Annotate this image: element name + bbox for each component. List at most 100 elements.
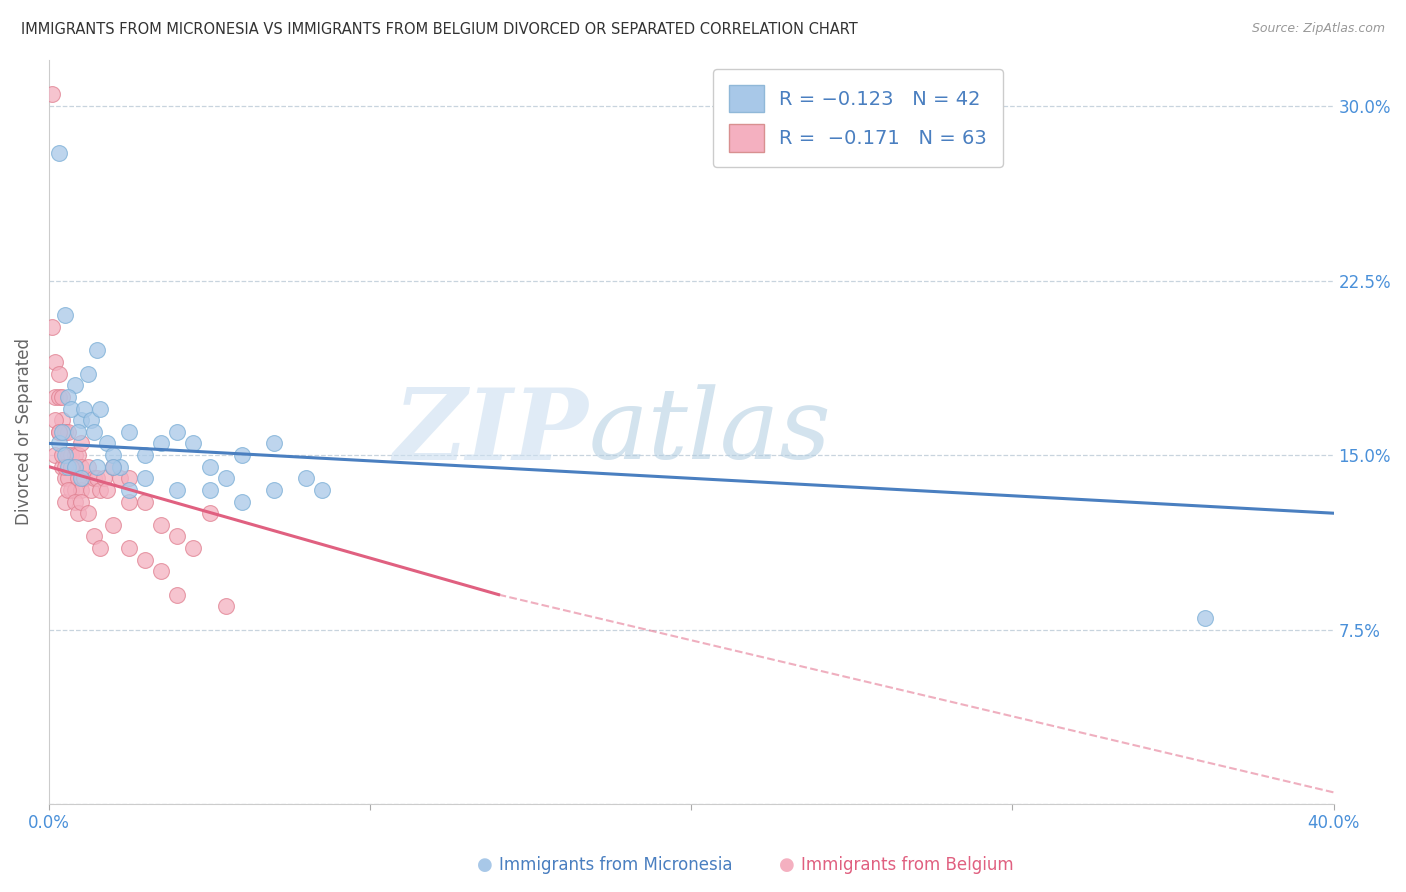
Legend: R = −0.123   N = 42, R =  −0.171   N = 63: R = −0.123 N = 42, R = −0.171 N = 63 [713,70,1002,167]
Point [53,448,76,462]
Point [214,599,236,614]
Point [83,471,105,485]
Point [51,390,73,404]
Point [58,483,80,497]
Point [60,401,83,416]
Point [53,425,76,439]
Point [86,343,108,358]
Point [86,459,108,474]
Point [83,425,105,439]
Point [166,588,188,602]
Point [60,459,83,474]
Point [70,459,93,474]
Point [86,471,108,485]
Text: Immigrants from Micronesia: Immigrants from Micronesia [499,856,733,874]
Point [134,494,156,508]
Point [41,87,63,102]
Point [231,494,253,508]
Point [96,483,118,497]
Point [70,471,93,485]
Point [166,425,188,439]
Point [118,471,141,485]
Point [134,553,156,567]
Point [48,367,70,381]
Point [134,448,156,462]
Point [60,483,83,497]
Point [58,390,80,404]
Point [48,425,70,439]
Point [150,517,173,532]
Point [60,459,83,474]
Point [73,471,96,485]
Point [70,436,93,450]
Point [103,459,125,474]
Point [58,471,80,485]
Text: ●: ● [779,856,796,874]
Point [66,506,89,520]
Point [58,425,80,439]
Point [63,459,86,474]
Point [83,529,105,543]
Point [44,413,66,427]
Point [63,483,86,497]
Y-axis label: Divorced or Separated: Divorced or Separated [15,338,32,525]
Point [44,390,66,404]
Point [70,494,93,508]
Text: atlas: atlas [589,384,831,479]
Point [48,425,70,439]
Point [198,483,221,497]
Point [66,425,89,439]
Point [51,425,73,439]
Point [63,448,86,462]
Point [76,367,98,381]
Point [76,506,98,520]
Point [263,436,285,450]
Point [44,355,66,369]
Point [63,459,86,474]
Point [166,529,188,543]
Point [70,483,93,497]
Point [118,494,141,508]
Point [58,459,80,474]
Point [53,494,76,508]
Point [150,436,173,450]
Point [183,436,205,450]
Point [76,459,98,474]
Point [231,448,253,462]
Point [198,459,221,474]
Point [103,448,125,462]
Point [183,541,205,555]
Text: Immigrants from Belgium: Immigrants from Belgium [801,856,1014,874]
Point [48,145,70,160]
Point [51,459,73,474]
Text: ZIP: ZIP [394,384,589,480]
Point [311,483,333,497]
Point [53,471,76,485]
Point [80,483,103,497]
Point [53,459,76,474]
Point [263,483,285,497]
Point [48,390,70,404]
Text: Source: ZipAtlas.com: Source: ZipAtlas.com [1251,22,1385,36]
Point [44,448,66,462]
Text: ●: ● [477,856,494,874]
Point [118,483,141,497]
Point [89,541,111,555]
Point [60,448,83,462]
Point [51,413,73,427]
Point [63,378,86,392]
Point [93,471,115,485]
Point [48,436,70,450]
Point [198,506,221,520]
Point [1194,611,1216,625]
Point [150,565,173,579]
Point [295,471,318,485]
Point [66,448,89,462]
Point [58,448,80,462]
Point [134,471,156,485]
Point [118,425,141,439]
Point [96,436,118,450]
Point [66,471,89,485]
Point [53,309,76,323]
Point [63,494,86,508]
